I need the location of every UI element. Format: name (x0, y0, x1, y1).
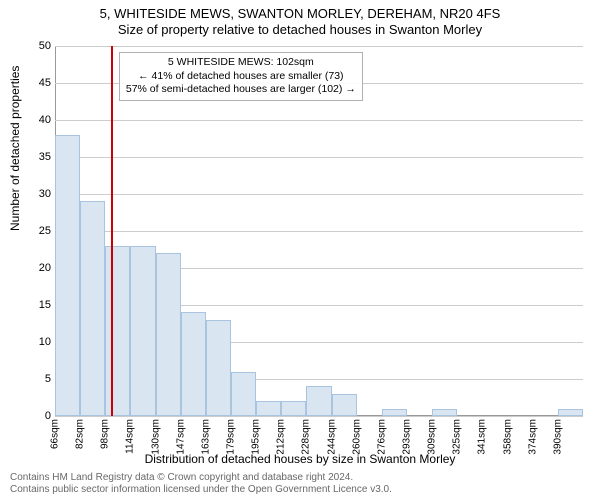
y-tick-label: 50 (21, 40, 55, 52)
x-axis-title: Distribution of detached houses by size … (0, 452, 600, 466)
histogram-bar (55, 135, 80, 416)
x-tick-label: 358sqm (502, 416, 513, 455)
histogram-bar (382, 409, 407, 416)
x-tick-label: 374sqm (527, 416, 538, 455)
x-tick-label: 114sqm (125, 416, 136, 454)
gridline-h (55, 120, 583, 121)
footer-attribution: Contains HM Land Registry data © Crown c… (10, 472, 392, 496)
x-tick-label: 293sqm (402, 416, 413, 455)
marker-line (111, 46, 113, 416)
x-tick-label: 82sqm (75, 416, 86, 449)
histogram-bar (130, 246, 155, 416)
histogram-bar (256, 401, 281, 416)
chart-title-line1: 5, WHITESIDE MEWS, SWANTON MORLEY, DEREH… (0, 0, 600, 21)
x-tick-label: 390sqm (552, 416, 563, 455)
x-tick-label: 260sqm (351, 416, 362, 455)
chart-container: 5, WHITESIDE MEWS, SWANTON MORLEY, DEREH… (0, 0, 600, 500)
histogram-bar (281, 401, 306, 416)
gridline-h (55, 46, 583, 47)
y-tick-label: 5 (21, 373, 55, 385)
x-tick-label: 98sqm (100, 416, 111, 449)
y-tick-label: 20 (21, 262, 55, 274)
annotation-line3: 57% of semi-detached houses are larger (… (126, 83, 356, 97)
histogram-bar (332, 394, 357, 416)
x-tick-label: 276sqm (376, 416, 387, 455)
histogram-bar (181, 312, 206, 416)
histogram-bar (156, 253, 181, 416)
y-tick-label: 40 (21, 114, 55, 126)
histogram-bar (80, 201, 105, 416)
histogram-bar (306, 386, 331, 416)
gridline-h (55, 157, 583, 158)
x-tick-label: 341sqm (477, 416, 488, 455)
x-tick-label: 66sqm (50, 416, 61, 449)
x-tick-label: 212sqm (276, 416, 287, 455)
x-tick-label: 179sqm (226, 416, 237, 455)
histogram-bar (432, 409, 457, 416)
x-tick-label: 147sqm (175, 416, 186, 455)
y-tick-label: 25 (21, 225, 55, 237)
footer-line2: Contains public sector information licen… (10, 484, 392, 496)
y-axis-title: Number of detached properties (8, 66, 22, 231)
gridline-h (55, 194, 583, 195)
annotation-line2: ← 41% of detached houses are smaller (73… (126, 70, 356, 84)
x-tick-label: 325sqm (452, 416, 463, 455)
y-tick-label: 10 (21, 336, 55, 348)
histogram-bar (206, 320, 231, 416)
histogram-bar (105, 246, 130, 416)
y-tick-label: 35 (21, 151, 55, 163)
footer-line1: Contains HM Land Registry data © Crown c… (10, 472, 392, 484)
y-tick-label: 45 (21, 77, 55, 89)
x-tick-label: 195sqm (251, 416, 262, 455)
y-tick-label: 30 (21, 188, 55, 200)
x-tick-label: 244sqm (326, 416, 337, 455)
y-tick-label: 15 (21, 299, 55, 311)
histogram-bar (231, 372, 256, 416)
x-tick-label: 163sqm (200, 416, 211, 455)
x-tick-label: 228sqm (301, 416, 312, 455)
chart-title-line2: Size of property relative to detached ho… (0, 21, 600, 37)
annotation-box: 5 WHITESIDE MEWS: 102sqm← 41% of detache… (119, 52, 363, 101)
x-tick-label: 309sqm (427, 416, 438, 455)
annotation-line1: 5 WHITESIDE MEWS: 102sqm (126, 56, 356, 70)
plot-area: 0510152025303540455066sqm82sqm98sqm114sq… (55, 46, 583, 416)
histogram-bar (558, 409, 583, 416)
gridline-h (55, 231, 583, 232)
x-tick-label: 130sqm (150, 416, 161, 455)
